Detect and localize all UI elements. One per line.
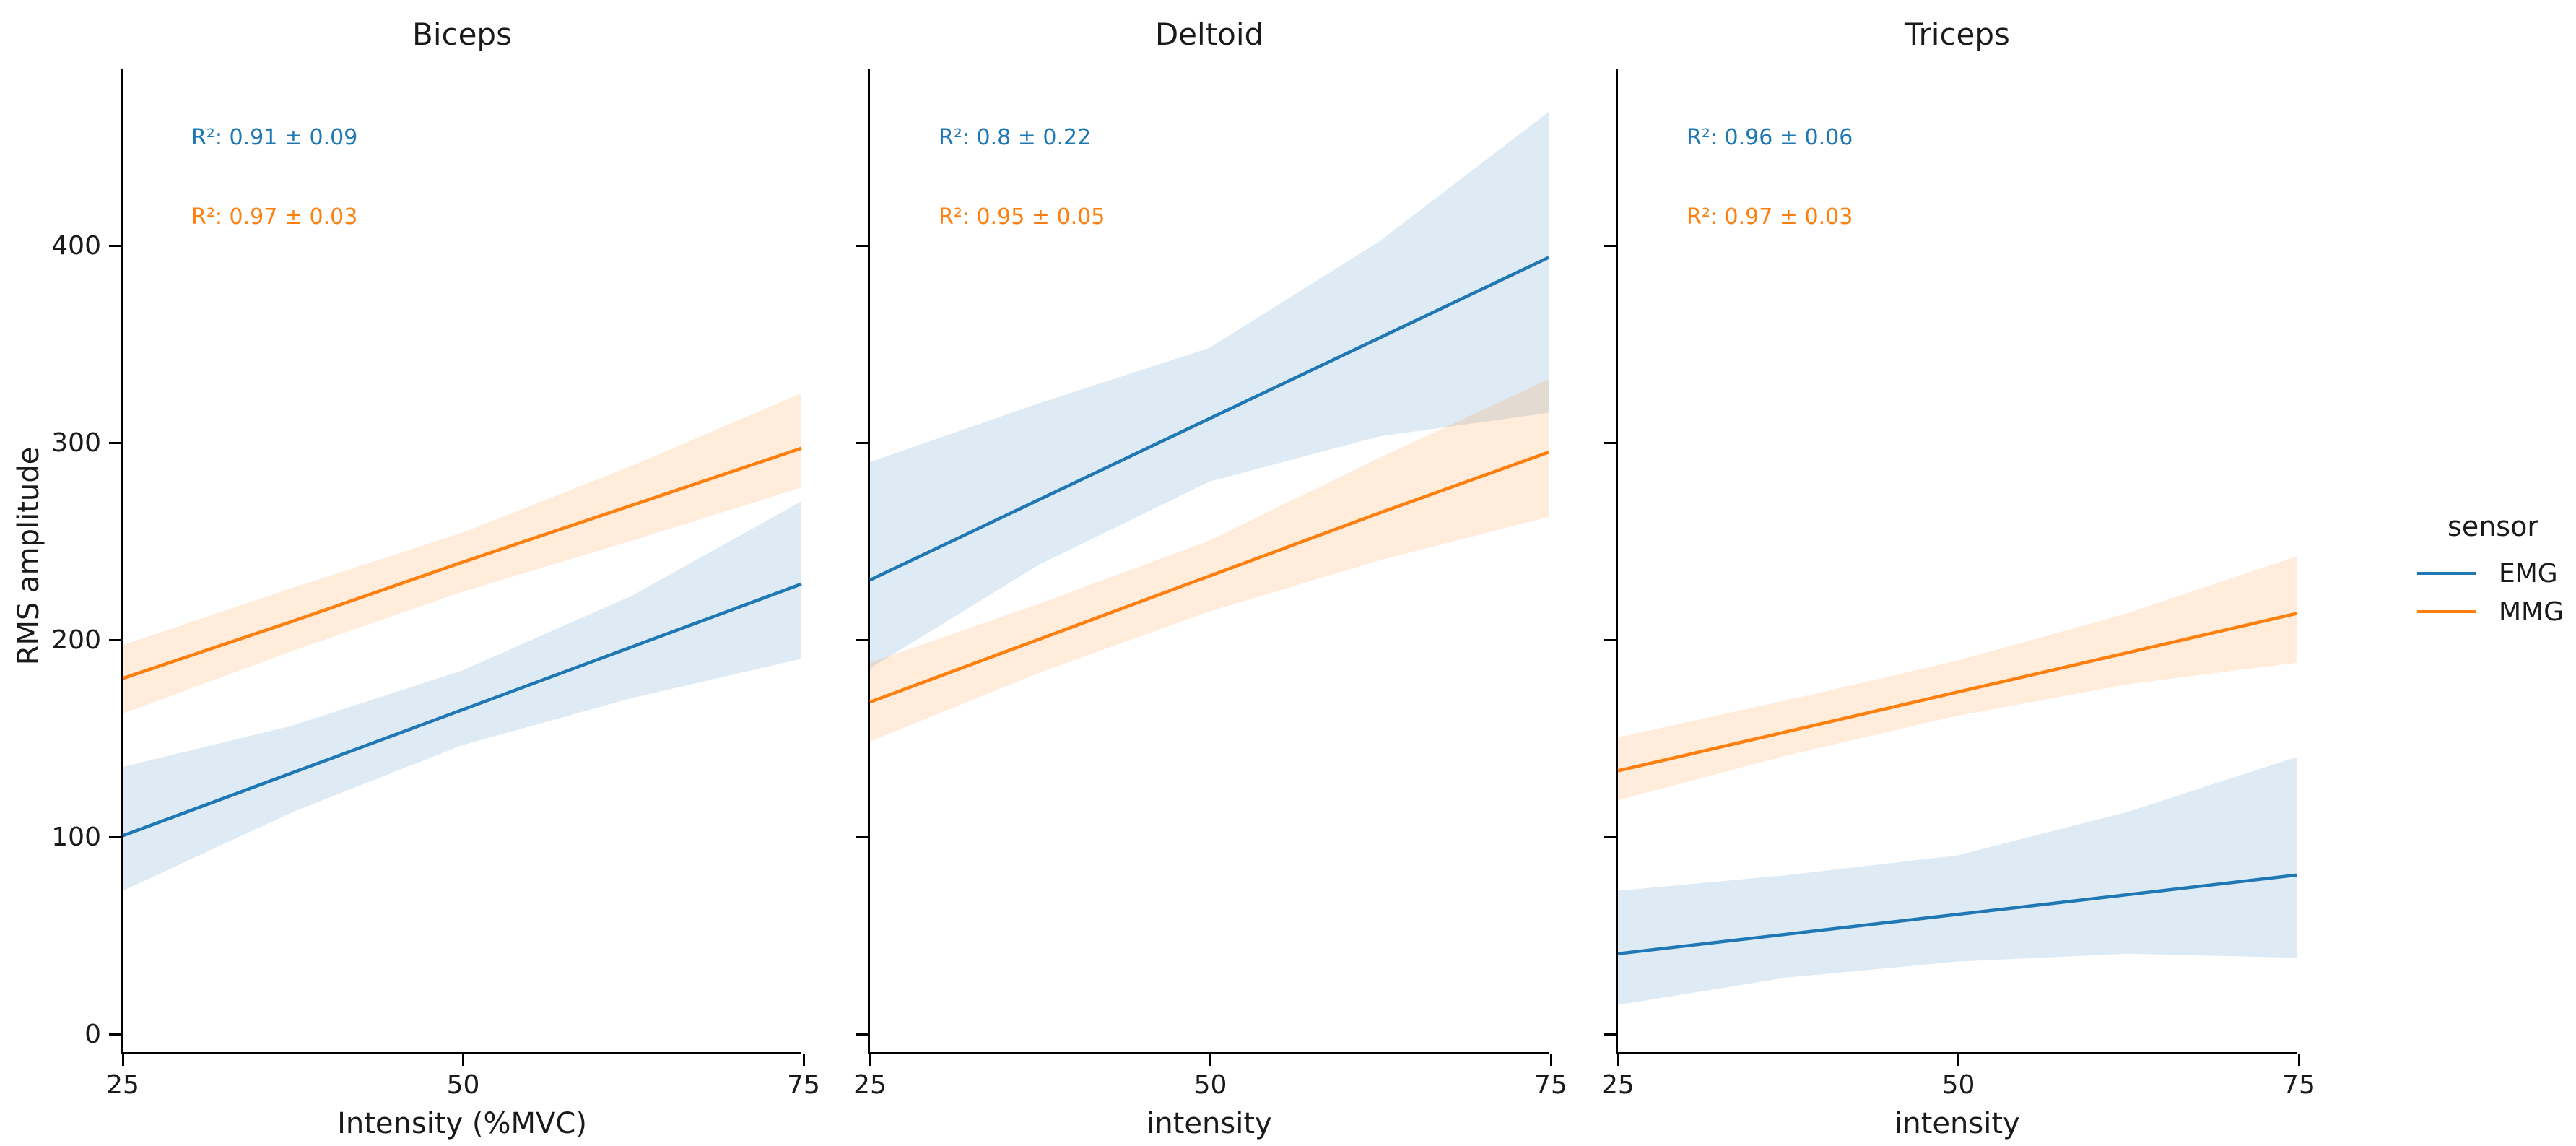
r2-annotation-emg: R²: 0.96 ± 0.06 [1687, 125, 1853, 150]
x-tick [1616, 1054, 1619, 1066]
y-tick [856, 836, 868, 839]
emg-confidence-band [123, 501, 801, 891]
y-tick [856, 442, 868, 445]
y-tick [1604, 245, 1616, 248]
mmg-confidence-band [123, 393, 801, 714]
r2-annotation-emg: R²: 0.8 ± 0.22 [939, 125, 1092, 150]
r2-annotation-mmg: R²: 0.95 ± 0.05 [939, 204, 1105, 230]
r2-annotation-mmg: R²: 0.97 ± 0.03 [191, 204, 358, 230]
x-tick-label: 75 [1534, 1070, 1567, 1100]
x-tick-label: 25 [853, 1070, 887, 1100]
x-tick-label: 50 [1941, 1070, 1975, 1100]
plot-area [869, 111, 1549, 742]
emg-confidence-band [1618, 757, 2297, 1005]
y-tick [109, 639, 121, 642]
mmg-regression-line [1617, 612, 2297, 773]
panel-title: Biceps [412, 17, 512, 52]
emg-confidence-band [870, 111, 1549, 669]
x-tick-label: 75 [2282, 1070, 2315, 1100]
y-tick [1604, 639, 1616, 642]
y-tick [856, 245, 868, 248]
y-tick-label: 0 [84, 1019, 101, 1049]
legend-entry-label: MMG [2499, 596, 2564, 627]
plot-area [1617, 556, 2297, 1005]
legend-entry-emg: EMG [2417, 557, 2558, 589]
x-tick [1549, 1054, 1552, 1066]
x-tick-label: 50 [1193, 1070, 1227, 1100]
y-tick-label: 400 [51, 230, 101, 261]
y-tick [1604, 1033, 1616, 1036]
panel-biceps: Biceps R²: 0.91 ± 0.09 R²: 0.97 ± 0.03 I… [106, 17, 820, 1140]
mmg-confidence-band [1618, 556, 2297, 801]
panel-triceps: Triceps R²: 0.96 ± 0.06 R²: 0.97 ± 0.03 … [1601, 17, 2315, 1140]
mmg-regression-line [122, 446, 802, 680]
mmg-confidence-band [870, 379, 1549, 742]
x-axis-label: intensity [1894, 1107, 2020, 1140]
x-tick [2297, 1054, 2300, 1066]
x-tick-label: 50 [446, 1070, 480, 1100]
legend-entry-mmg: MMG [2417, 596, 2564, 628]
y-tick [856, 639, 868, 642]
mmg-regression-line [869, 451, 1549, 704]
x-axis-label: Intensity (%MVC) [337, 1107, 587, 1140]
x-tick [1957, 1054, 1959, 1066]
panel-title: Deltoid [1154, 17, 1264, 52]
y-tick-label: 100 [51, 822, 101, 852]
plot-area [122, 393, 802, 891]
y-tick [109, 836, 121, 839]
r2-annotation-mmg: R²: 0.97 ± 0.03 [1687, 204, 1853, 230]
legend-entry-label: EMG [2499, 558, 2558, 589]
y-tick-label: 300 [51, 427, 101, 458]
y-tick [1604, 836, 1616, 839]
r2-annotation-emg: R²: 0.91 ± 0.09 [191, 125, 358, 150]
y-tick [1604, 442, 1616, 445]
emg-line-swatch [2417, 572, 2476, 575]
y-tick [109, 1033, 121, 1036]
emg-regression-line [122, 582, 802, 838]
x-tick-label: 75 [787, 1070, 820, 1100]
y-tick [109, 442, 121, 445]
x-axis-label: intensity [1146, 1107, 1272, 1140]
emg-regression-line [869, 256, 1549, 582]
panel-deltoid: Deltoid R²: 0.8 ± 0.22 R²: 0.95 ± 0.05 i… [853, 17, 1567, 1140]
y-tick [109, 245, 121, 248]
x-tick [462, 1054, 464, 1066]
emg-regression-line [1617, 873, 2297, 956]
x-tick-label: 25 [106, 1070, 139, 1100]
x-tick [1209, 1054, 1211, 1066]
legend-title: sensor [2447, 511, 2538, 542]
mmg-line-swatch [2417, 610, 2476, 613]
panel-title: Triceps [1905, 17, 2010, 52]
y-tick [856, 1033, 868, 1036]
x-tick [869, 1054, 871, 1066]
x-tick [121, 1054, 124, 1066]
y-tick-label: 200 [51, 625, 101, 655]
x-tick-label: 25 [1601, 1070, 1635, 1100]
legend: sensor EMG MMG [2411, 510, 2575, 627]
x-tick [802, 1054, 805, 1066]
